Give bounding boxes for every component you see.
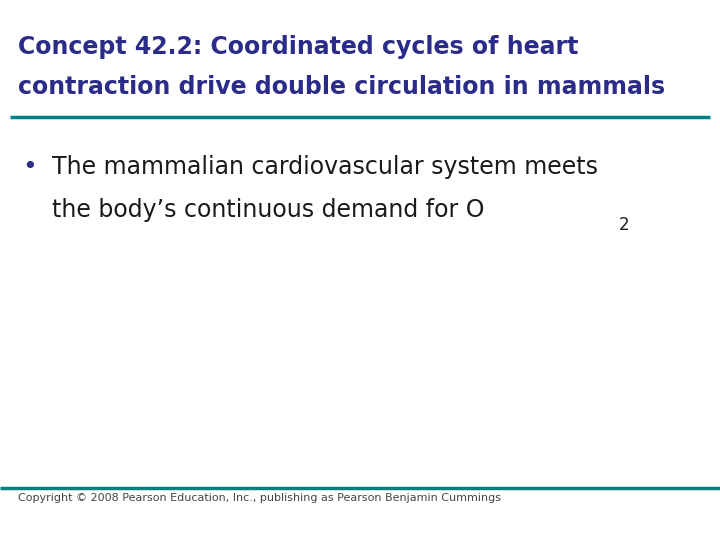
Text: the body’s continuous demand for O: the body’s continuous demand for O [52, 198, 485, 222]
Text: 2: 2 [618, 216, 629, 234]
Text: contraction drive double circulation in mammals: contraction drive double circulation in … [18, 75, 665, 99]
Text: •: • [22, 155, 37, 179]
Text: Concept 42.2: Coordinated cycles of heart: Concept 42.2: Coordinated cycles of hear… [18, 35, 578, 59]
Text: Copyright © 2008 Pearson Education, Inc., publishing as Pearson Benjamin Cumming: Copyright © 2008 Pearson Education, Inc.… [18, 493, 501, 503]
Text: The mammalian cardiovascular system meets: The mammalian cardiovascular system meet… [52, 155, 598, 179]
